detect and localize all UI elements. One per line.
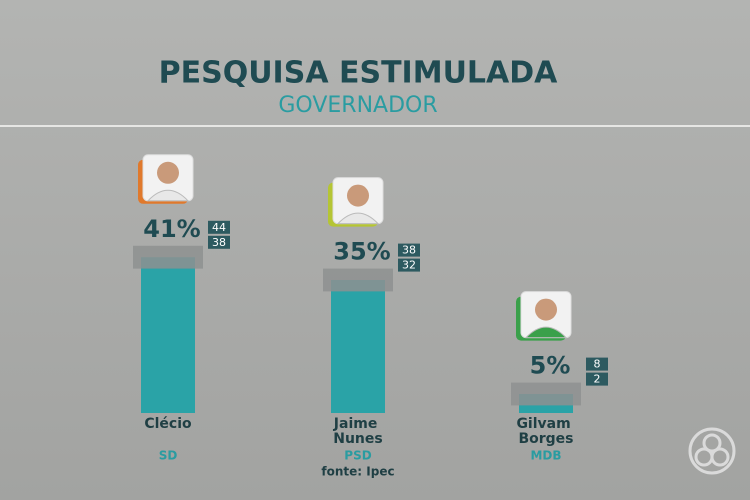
photo-body — [336, 212, 380, 225]
x-tick-label: Jaime Nunes — [333, 416, 383, 447]
range-box — [208, 235, 230, 249]
x-tick-label: Clécio — [144, 416, 192, 432]
photo-body — [524, 326, 568, 339]
photo-head — [535, 298, 557, 321]
chart-title: PESQUISA ESTIMULADA — [159, 56, 559, 91]
photo-body — [146, 189, 190, 202]
party-label: MDB — [530, 449, 561, 463]
bar — [331, 280, 385, 413]
lower-label: 38 — [212, 236, 226, 249]
party-label: SD — [159, 449, 178, 463]
upper-label: 8 — [594, 358, 601, 371]
range-box — [586, 357, 608, 371]
photo-head — [347, 184, 369, 207]
range-box — [208, 220, 230, 234]
margin-band — [323, 268, 393, 292]
range-box — [398, 258, 420, 272]
value-label: 41% — [143, 215, 200, 243]
margin-band — [133, 245, 203, 269]
margin-band — [511, 382, 581, 406]
lower-label: 2 — [594, 373, 601, 386]
upper-label: 44 — [212, 221, 226, 234]
value-label: 5% — [530, 352, 571, 380]
bar — [141, 257, 195, 413]
range-box — [586, 372, 608, 386]
source: fonte: Ipec — [321, 465, 394, 479]
chart-subtitle: GOVERNADOR — [278, 93, 437, 118]
lower-label: 32 — [402, 259, 416, 272]
value-label: 35% — [333, 238, 390, 266]
range-box — [398, 243, 420, 257]
upper-label: 38 — [402, 244, 416, 257]
party-label: PSD — [344, 449, 371, 463]
logo — [688, 427, 736, 475]
x-tick-label: Gilvam Borges — [516, 416, 575, 447]
photo-head — [157, 161, 179, 184]
